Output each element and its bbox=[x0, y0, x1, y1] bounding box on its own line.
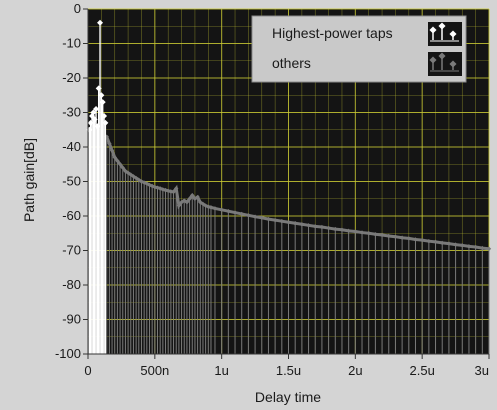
x-tick-label: 1u bbox=[214, 363, 228, 378]
tap-marker bbox=[97, 19, 104, 26]
y-tick-label: -90 bbox=[62, 312, 81, 327]
highest-power-series bbox=[86, 19, 109, 354]
y-tick-label: -70 bbox=[62, 243, 81, 258]
y-tick-label: 0 bbox=[74, 1, 81, 16]
x-tick-label: 1.5u bbox=[276, 363, 301, 378]
x-tick-label: 2.5u bbox=[410, 363, 435, 378]
tap-marker bbox=[101, 112, 108, 119]
legend-label-highest: Highest-power taps bbox=[272, 25, 393, 41]
legend[interactable]: Highest-power taps others bbox=[251, 15, 467, 83]
y-tick-label: -20 bbox=[62, 70, 81, 85]
tap-marker bbox=[99, 99, 106, 106]
y-tick-label: -100 bbox=[55, 346, 81, 361]
tap-marker bbox=[90, 109, 97, 116]
x-tick-label: 500n bbox=[140, 363, 169, 378]
x-tick-label: 0 bbox=[84, 363, 91, 378]
tap-marker bbox=[102, 119, 109, 126]
tap-marker bbox=[98, 92, 105, 99]
y-tick-label: -60 bbox=[62, 208, 81, 223]
y-axis-title: Path gain[dB] bbox=[21, 138, 37, 222]
y-tick-label: -10 bbox=[62, 36, 81, 51]
legend-swatch-others bbox=[428, 52, 462, 76]
x-tick-label: 2u bbox=[348, 363, 362, 378]
legend-label-others: others bbox=[272, 55, 311, 71]
legend-swatch-highest bbox=[428, 22, 462, 46]
y-tick-label: -80 bbox=[62, 277, 81, 292]
others-series bbox=[104, 134, 492, 354]
others-envelope bbox=[105, 136, 490, 251]
x-tick-label: 3u bbox=[475, 363, 489, 378]
y-tick-label: -30 bbox=[62, 105, 81, 120]
x-axis-title: Delay time bbox=[255, 389, 321, 405]
y-tick-label: -40 bbox=[62, 139, 81, 154]
y-tick-label: -50 bbox=[62, 174, 81, 189]
tap-marker bbox=[93, 106, 100, 113]
